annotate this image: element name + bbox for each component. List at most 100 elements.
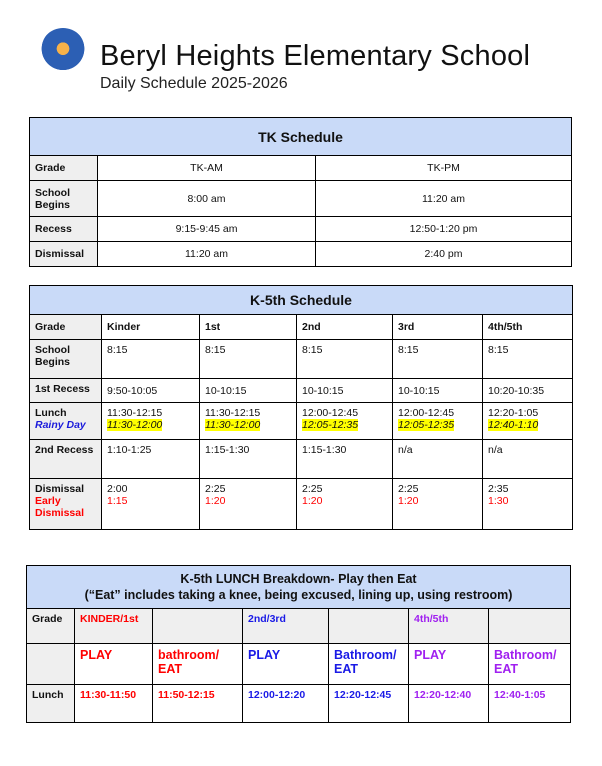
cell: 8:15: [392, 339, 483, 379]
title: K-5th LUNCH Breakdown- Play then Eat: [180, 572, 417, 586]
lunch-breakdown-title: K-5th LUNCH Breakdown- Play then Eat (“Ea…: [26, 565, 571, 609]
tk-col: TK-PM: [315, 155, 572, 181]
k5-title: K-5th Schedule: [29, 285, 573, 315]
school-logo: [40, 28, 86, 74]
activity: PLAY: [408, 643, 489, 685]
time: 12:00-12:45: [398, 407, 455, 419]
time: 11:50-12:15: [152, 684, 243, 723]
time: 11:30-12:15: [205, 407, 261, 419]
cell: 2:40 pm: [315, 241, 572, 267]
row-label-dismissal: Dismissal Early Dismissal: [29, 478, 102, 530]
early-dismissal-label: Early Dismissal: [35, 495, 85, 519]
cell: 2:25 1:20: [392, 478, 483, 530]
page-subtitle: Daily Schedule 2025-2026: [100, 75, 288, 92]
row-label-first-recess: 1st Recess: [29, 378, 102, 403]
tk-col: TK-AM: [97, 155, 316, 181]
time: 1:15-1:30: [205, 444, 250, 456]
cell: 9:50-10:05: [101, 378, 200, 403]
time: 10-10:15: [398, 384, 440, 397]
cell: 8:00 am: [97, 180, 316, 217]
cell: 10-10:15: [199, 378, 297, 403]
label: Dismissal: [35, 483, 85, 495]
k5-col-header: 3rd: [392, 314, 483, 340]
early-time: 1:20: [205, 495, 226, 507]
k5-col-header: Kinder: [101, 314, 200, 340]
cell: n/a: [392, 439, 483, 479]
cell: 11:20 am: [315, 180, 572, 217]
cell: 8:15: [199, 339, 297, 379]
k5-schedule-table: K-5th Schedule Grade Kinder 1st 2nd 3rd 4th/5…: [29, 285, 573, 530]
time: 10-10:15: [205, 384, 247, 397]
cell: 10-10:15: [296, 378, 393, 403]
time: n/a: [488, 444, 503, 456]
rainy-time: 12:40-1:10: [488, 419, 539, 431]
cell: 8:15: [482, 339, 573, 379]
time: 1:10-1:25: [107, 444, 152, 456]
time: 1:15-1:30: [302, 444, 347, 456]
subtitle: (“Eat” includes taking a knee, being exc…: [84, 588, 513, 602]
cell: 12:00-12:45 12:05-12:35: [296, 402, 393, 440]
k5-col-header: Grade: [29, 314, 102, 340]
row-label: Dismissal: [29, 241, 98, 267]
grade-label: Grade: [26, 608, 75, 644]
time: 11:30-12:15: [107, 407, 163, 419]
time: 2:00: [107, 483, 128, 495]
label: School Begins: [35, 344, 71, 368]
lunch-label: Lunch: [26, 684, 75, 723]
cell: 2:25 1:20: [296, 478, 393, 530]
row-label-lunch: Lunch Rainy Day: [29, 402, 102, 440]
early-time: 1:15: [107, 495, 128, 507]
group-kinder-1st: KINDER/1st: [74, 608, 153, 644]
k5-col-header: 2nd: [296, 314, 393, 340]
cell: 8:15: [296, 339, 393, 379]
cell: 11:30-12:15 11:30-12:00: [199, 402, 297, 440]
cell: n/a: [482, 439, 573, 479]
page-title: Beryl Heights Elementary School: [100, 40, 531, 72]
cell: 2:35 1:30: [482, 478, 573, 530]
time: 2:25: [302, 483, 323, 495]
early-time: 1:30: [488, 495, 509, 507]
tk-schedule-table: TK Schedule Grade TK-AM TK-PM School Begin…: [29, 117, 572, 267]
cell: 9:15-9:45 am: [97, 216, 316, 242]
cell: 2:25 1:20: [199, 478, 297, 530]
early-time: 1:20: [302, 495, 323, 507]
row-label: School Begins: [29, 180, 98, 217]
tk-grade-label: Grade: [29, 155, 98, 181]
activity: PLAY: [74, 643, 153, 685]
time: 8:15: [398, 344, 419, 356]
time: 8:15: [205, 344, 226, 356]
lunch-breakdown-table: K-5th LUNCH Breakdown- Play then Eat (“Ea…: [26, 565, 571, 723]
rainy-day-label: Rainy Day: [35, 419, 86, 431]
cell: 12:00-12:45 12:05-12:35: [392, 402, 483, 440]
cell: 12:50-1:20 pm: [315, 216, 572, 242]
rainy-time: 12:05-12:35: [302, 419, 359, 431]
k5-col-header: 4th/5th: [482, 314, 573, 340]
time: 12:00-12:20: [242, 684, 329, 723]
activity: bathroom/ EAT: [152, 643, 243, 685]
k5-col-header: 1st: [199, 314, 297, 340]
row-label-second-recess: 2nd Recess: [29, 439, 102, 479]
label: 2nd Recess: [35, 444, 94, 456]
label: Lunch: [35, 407, 67, 419]
row-label-school-begins: School Begins: [29, 339, 102, 379]
activity: Bathroom/ EAT: [488, 643, 571, 685]
cell: 11:30-12:15 11:30-12:00: [101, 402, 200, 440]
label: 1st Recess: [35, 383, 90, 395]
time: 12:00-12:45: [302, 407, 359, 419]
row-label: Recess: [29, 216, 98, 242]
time: 2:25: [398, 483, 419, 495]
rainy-time: 12:05-12:35: [398, 419, 455, 431]
group-2nd-3rd: 2nd/3rd: [242, 608, 329, 644]
group-4th-5th: 4th/5th: [408, 608, 489, 644]
cell: 10-10:15: [392, 378, 483, 403]
cell: 10:20-10:35: [482, 378, 573, 403]
time: 12:20-12:40: [408, 684, 489, 723]
time: 2:25: [205, 483, 226, 495]
tk-title: TK Schedule: [29, 117, 572, 156]
time: 10-10:15: [302, 384, 344, 397]
rainy-time: 11:30-12:00: [107, 419, 163, 431]
cell: 2:00 1:15: [101, 478, 200, 530]
time: 8:15: [107, 344, 128, 356]
early-time: 1:20: [398, 495, 419, 507]
rainy-time: 11:30-12:00: [205, 419, 261, 431]
